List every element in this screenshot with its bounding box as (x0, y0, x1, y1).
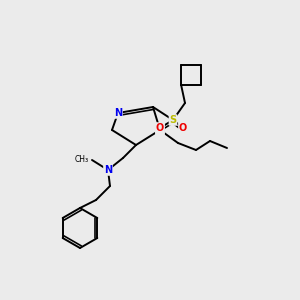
Text: S: S (169, 115, 177, 125)
Text: O: O (156, 123, 164, 133)
Text: N: N (104, 165, 112, 175)
Text: CH₃: CH₃ (75, 154, 89, 164)
Text: N: N (156, 125, 164, 135)
Text: N: N (114, 108, 122, 118)
Text: O: O (179, 123, 187, 133)
